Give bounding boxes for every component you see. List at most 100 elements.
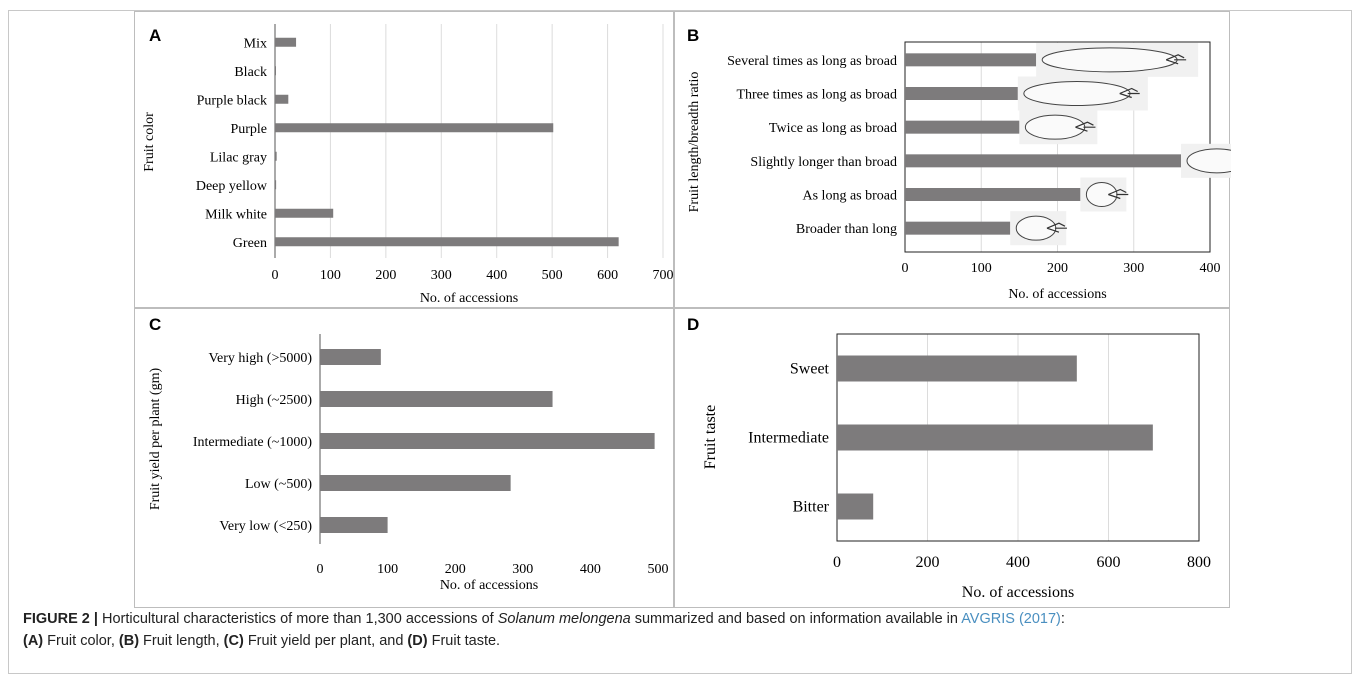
caption-figure-label: FIGURE 2 | (23, 611, 98, 627)
bar (275, 180, 277, 190)
category-label: Low (~500) (245, 477, 312, 492)
bar (275, 123, 554, 133)
category-label: Black (234, 65, 267, 80)
category-label: Broader than long (796, 222, 897, 237)
bar (905, 188, 1081, 201)
caption-text-2: summarized and based on information avai… (630, 611, 962, 627)
caption-a-label: (A) (23, 633, 44, 649)
y-axis-label: Fruit yield per plant (gm) (148, 368, 163, 511)
bar (905, 120, 1020, 134)
panel-letter-a: A (149, 26, 162, 45)
x-tick-label: 600 (1097, 554, 1121, 571)
fruit-illustration-icon (1017, 76, 1148, 111)
caption-b-text: Fruit length, (139, 633, 224, 649)
panel-c: Very high (>5000) High (~2500) Intermediat… (134, 308, 674, 608)
x-tick-label: 700 (653, 268, 674, 283)
caption-c-label: (C) (223, 633, 244, 649)
figure-caption: FIGURE 2 | Horticultural characteristics… (23, 608, 1343, 652)
bar (837, 355, 1077, 382)
panel-letter-b: B (687, 26, 700, 45)
fruit-illustration-icon (1019, 110, 1098, 145)
category-label: High (~2500) (236, 393, 313, 408)
bar (320, 391, 553, 407)
x-tick-label: 400 (486, 268, 507, 283)
x-tick-label: 0 (272, 268, 279, 283)
category-label: Mix (244, 36, 267, 51)
panel-letter-c: C (149, 315, 162, 334)
x-tick-label: 0 (317, 562, 324, 577)
x-tick-label: 0 (833, 554, 841, 571)
fruit-illustration-icon (1010, 211, 1067, 246)
caption-species: Solanum melongena (497, 611, 631, 627)
chart-a-svg: Mix Black Purple black Purple Lilac gray Deep… (142, 24, 674, 306)
bar (275, 94, 289, 104)
caption-reference-link[interactable]: AVGRIS (2017) (961, 611, 1061, 627)
x-tick-label: 200 (445, 562, 466, 577)
x-tick-label: 100 (971, 261, 992, 276)
x-tick-label: 800 (1187, 554, 1211, 571)
bar (905, 53, 1037, 67)
x-tick-label: 300 (512, 562, 533, 577)
caption-d-label: (D) (407, 633, 428, 649)
panel-b: Several times as long as broad Three time… (674, 11, 1231, 308)
bar (320, 349, 381, 365)
chart-b-svg: Several times as long as broad Three time… (687, 41, 1231, 302)
caption-text-3: : (1060, 611, 1065, 627)
x-tick-label: 500 (648, 562, 669, 577)
y-axis-label: Fruit color (142, 112, 157, 172)
bar (275, 237, 619, 247)
bar (275, 151, 277, 161)
x-axis-label: No. of accessions (420, 291, 518, 306)
x-tick-label: 400 (580, 562, 601, 577)
category-label: Sweet (790, 361, 830, 378)
x-axis-label: No. of accessions (1008, 287, 1106, 302)
bar (275, 37, 297, 47)
x-tick-label: 200 (375, 268, 396, 283)
caption-d-text: Fruit taste. (427, 633, 501, 649)
x-tick-label: 500 (542, 268, 563, 283)
category-label: Lilac gray (210, 150, 267, 165)
x-tick-label: 100 (377, 562, 398, 577)
bar (275, 66, 276, 76)
category-label: Purple (230, 122, 267, 137)
fruit-illustration-icon (1181, 143, 1231, 178)
x-axis-label: No. of accessions (440, 578, 538, 593)
bar (905, 221, 1011, 235)
fruit-illustration-icon (1036, 42, 1199, 77)
category-label: Intermediate (~1000) (193, 435, 312, 450)
x-tick-label: 400 (1200, 261, 1221, 276)
caption-a-text: Fruit color, (43, 633, 119, 649)
panel-a: Mix Black Purple black Purple Lilac gray Deep… (134, 11, 674, 308)
category-label: Slightly longer than broad (750, 155, 897, 170)
bar (275, 208, 334, 218)
caption-text-1: Horticultural characteristics of more th… (97, 611, 498, 627)
caption-b-label: (B) (118, 633, 140, 649)
x-tick-label: 200 (1047, 261, 1068, 276)
category-label: Several times as long as broad (727, 54, 897, 69)
panel-letter-d: D (687, 315, 700, 334)
x-tick-label: 100 (320, 268, 341, 283)
y-axis-label: Fruit taste (702, 405, 719, 469)
chart-c-svg: Very high (>5000) High (~2500) Intermediat… (148, 334, 669, 593)
category-label: Twice as long as broad (769, 121, 897, 136)
x-tick-label: 400 (1006, 554, 1030, 571)
x-tick-label: 600 (597, 268, 618, 283)
category-label: Bitter (793, 499, 830, 516)
category-label: Purple black (197, 93, 267, 108)
x-tick-label: 200 (916, 554, 940, 571)
bar (905, 87, 1018, 100)
figure-frame: Mix Black Purple black Purple Lilac gray Deep… (8, 10, 1352, 674)
x-axis-label: No. of accessions (962, 584, 1074, 601)
fruit-illustration-icon (1080, 177, 1129, 212)
x-tick-label: 300 (431, 268, 452, 283)
category-label: Deep yellow (196, 179, 268, 194)
caption-c-text: Fruit yield per plant, and (243, 633, 408, 649)
category-label: Intermediate (748, 430, 829, 447)
bar (320, 475, 511, 491)
panel-d: Sweet Intermediate Bitter 0 200 400 600 800 No. … (674, 308, 1230, 608)
bar (837, 424, 1153, 451)
category-label: Milk white (205, 207, 267, 222)
bar (837, 493, 874, 520)
bar (320, 433, 655, 449)
bar (320, 517, 388, 533)
